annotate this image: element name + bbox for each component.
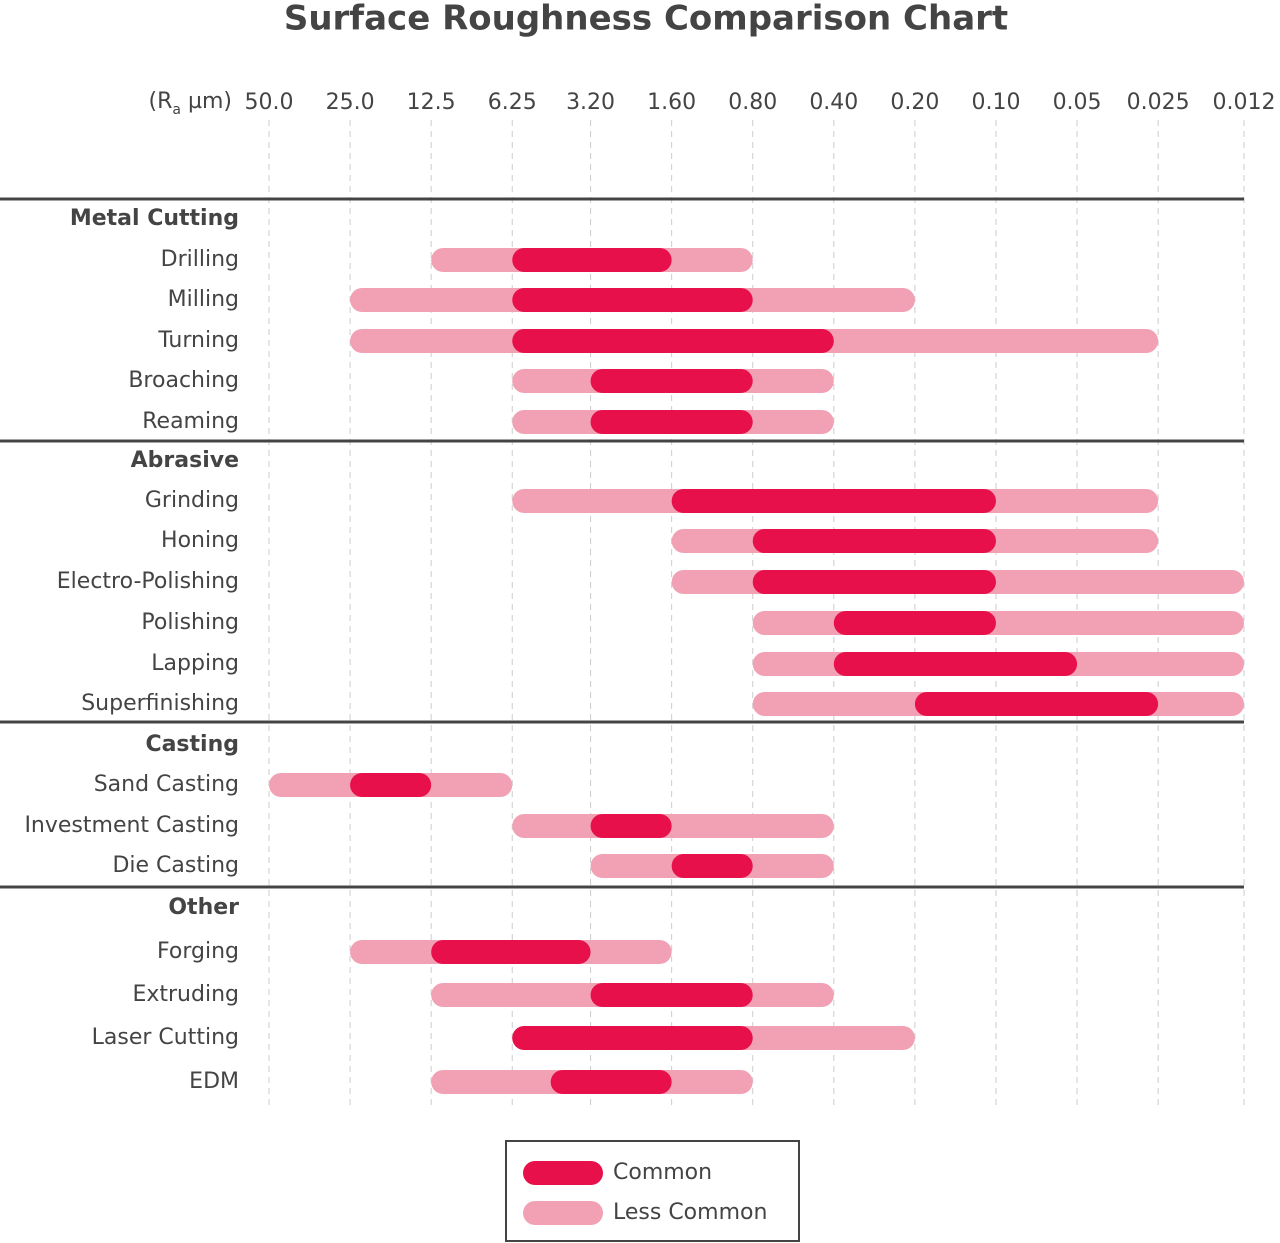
group-label: Other	[168, 895, 239, 920]
range-bar	[671, 489, 996, 513]
range-bar	[671, 854, 753, 878]
range-bar	[914, 692, 1159, 716]
range-bar	[431, 940, 591, 964]
range-bar	[590, 410, 753, 434]
x-tick-label: 1.60	[647, 90, 696, 115]
group-label: Abrasive	[131, 448, 239, 473]
legend-box	[505, 1140, 800, 1242]
legend-label: Less Common	[613, 1200, 767, 1225]
x-tick-label: 0.10	[971, 90, 1020, 115]
x-label-part: (R	[149, 89, 173, 114]
category-label: Extruding	[132, 982, 239, 1007]
range-bar	[590, 814, 672, 838]
category-label: Forging	[157, 939, 239, 964]
range-bar	[833, 652, 1078, 676]
chart-title: Surface Roughness Comparison Chart	[284, 0, 1008, 39]
category-label: Honing	[161, 528, 239, 553]
category-label: Lapping	[151, 651, 239, 676]
range-bar	[512, 814, 834, 838]
range-bar	[752, 611, 1244, 635]
x-tick-label: 0.80	[728, 90, 777, 115]
range-bar	[350, 773, 432, 797]
category-label: Sand Casting	[94, 772, 239, 797]
category-label: Milling	[168, 287, 239, 312]
x-tick-label: 3.20	[566, 90, 615, 115]
group-label: Casting	[145, 732, 239, 757]
x-tick-label: 6.25	[488, 90, 537, 115]
category-label: EDM	[189, 1069, 239, 1094]
category-label: Turning	[157, 328, 239, 353]
x-tick-label: 0.025	[1127, 90, 1190, 115]
range-bar	[512, 288, 753, 312]
range-bar	[512, 1026, 753, 1050]
category-label: Drilling	[161, 247, 239, 272]
x-axis-label: (Ra µm)	[149, 89, 232, 118]
category-label: Investment Casting	[24, 813, 239, 838]
category-label: Polishing	[141, 610, 239, 635]
x-tick-label: 25.0	[326, 90, 375, 115]
x-label-part: µm)	[181, 89, 232, 114]
x-tick-label: 0.012	[1213, 90, 1276, 115]
legend-swatch	[523, 1161, 603, 1185]
x-tick-label: 50.0	[245, 90, 294, 115]
group-label: Metal Cutting	[70, 206, 239, 231]
x-tick-label: 0.05	[1053, 90, 1102, 115]
legend-swatch	[523, 1201, 603, 1225]
range-bar	[833, 611, 996, 635]
category-label: Die Casting	[112, 853, 239, 878]
x-label-subscript: a	[172, 102, 181, 118]
x-tick-label: 0.40	[809, 90, 858, 115]
range-bar	[550, 1070, 672, 1094]
range-bar	[512, 248, 672, 272]
category-label: Grinding	[145, 488, 239, 513]
category-label: Reaming	[142, 409, 239, 434]
category-label: Electro-Polishing	[57, 569, 239, 594]
x-tick-label: 12.5	[407, 90, 456, 115]
category-label: Superfinishing	[81, 691, 239, 716]
range-bar	[752, 570, 996, 594]
x-tick-label: 0.20	[890, 90, 939, 115]
range-bar	[512, 329, 834, 353]
category-label: Broaching	[128, 368, 239, 393]
range-bar	[590, 983, 753, 1007]
category-label: Laser Cutting	[92, 1025, 239, 1050]
legend-label: Common	[613, 1160, 712, 1185]
range-bar	[752, 529, 996, 553]
range-bar	[590, 369, 753, 393]
